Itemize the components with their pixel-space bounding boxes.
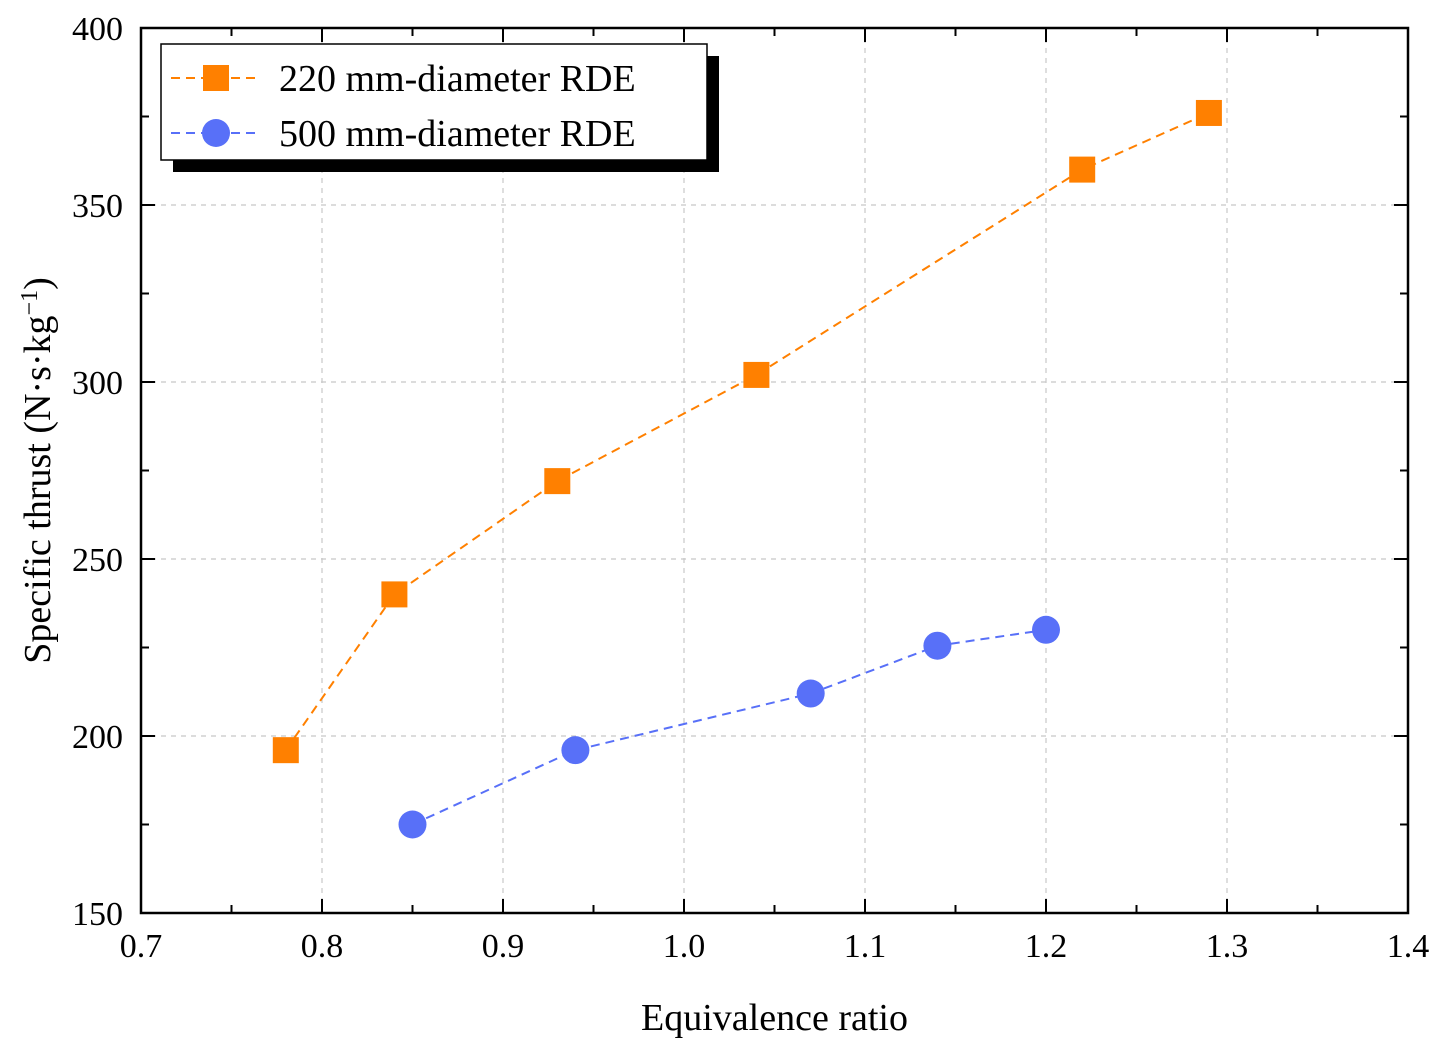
data-point-circle <box>1032 615 1060 644</box>
legend-entry-1: 220 mm-diameter RDE <box>171 58 636 100</box>
y-tick-label: 350 <box>72 188 123 225</box>
legend-box <box>160 43 708 161</box>
series-line <box>284 112 1210 751</box>
y-tick-label: 300 <box>72 365 123 402</box>
x-tick-label: 1.3 <box>1206 928 1249 965</box>
data-point-circle <box>561 736 590 765</box>
data-point-circle <box>398 810 427 839</box>
y-tick-label: 400 <box>72 11 123 48</box>
x-axis-title: Equivalence ratio <box>641 997 908 1039</box>
x-tick-label: 0.9 <box>482 928 525 965</box>
x-tick-label: 1.4 <box>1387 928 1430 965</box>
series-1 <box>272 99 1222 764</box>
y-axis-title-superscript: −1 <box>17 290 43 316</box>
x-tick-label: 1.0 <box>663 928 706 965</box>
plot-frame <box>139 26 1410 915</box>
x-tick-label: 0.7 <box>120 928 163 965</box>
series-line <box>412 628 1047 826</box>
data-point-square <box>743 361 770 388</box>
y-axis-title-close: ) <box>17 277 59 290</box>
data-point-square <box>1195 99 1222 126</box>
legend-items: 220 mm-diameter RDE 500 mm-diameter RDE <box>171 58 636 155</box>
y-tick-label: 200 <box>72 719 123 756</box>
y-tick-label: 150 <box>72 896 123 933</box>
legend: 220 mm-diameter RDE 500 mm-diameter RDE <box>160 43 719 172</box>
data-point-square <box>272 737 299 764</box>
series-layer <box>272 99 1222 839</box>
data-point-square <box>544 468 571 495</box>
data-point-square <box>1069 156 1096 183</box>
y-axis-title-main: Specific thrust (N·s·kg <box>17 315 59 663</box>
legend-label: 500 mm-diameter RDE <box>279 113 636 155</box>
x-tick-label: 1.2 <box>1025 928 1068 965</box>
series-2 <box>398 615 1060 839</box>
data-point-circle <box>796 679 825 708</box>
data-point-circle <box>923 631 952 660</box>
y-tick-label: 250 <box>72 542 123 579</box>
y-axis-title: Specific thrust (N·s·kg−1) <box>17 277 59 663</box>
legend-entry-2: 500 mm-diameter RDE <box>171 113 636 155</box>
x-tick-label: 1.1 <box>844 928 887 965</box>
data-point-square <box>381 581 408 608</box>
grid-layer <box>141 28 1408 913</box>
legend-label: 220 mm-diameter RDE <box>279 58 636 100</box>
x-tick-label: 0.8 <box>301 928 344 965</box>
label-layer: 0.7 0.8 0.9 1.0 1.1 1.2 1.3 1.4 150 200 250 300 350 4… <box>72 11 1429 965</box>
legend-marker-circle <box>202 119 230 147</box>
legend-marker-square <box>203 65 229 91</box>
